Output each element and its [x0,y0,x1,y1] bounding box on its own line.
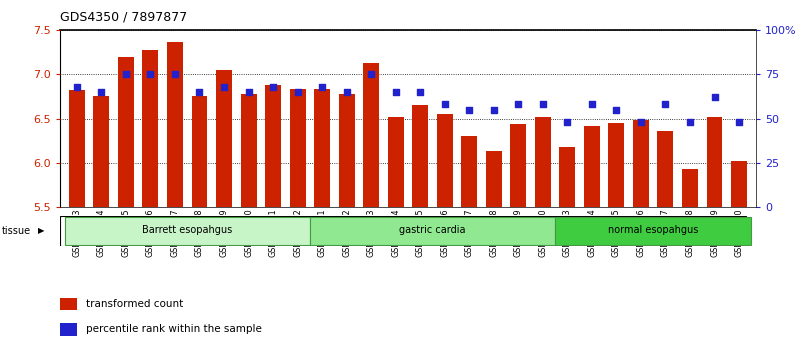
Bar [584,126,600,207]
Bar [437,114,453,207]
Point [365,72,377,77]
Bar [93,96,109,207]
Point [487,107,500,113]
Text: percentile rank within the sample: percentile rank within the sample [86,324,262,335]
Bar [510,124,526,207]
Point [439,102,451,107]
Point [316,84,329,90]
Bar [462,136,478,207]
Point [659,102,672,107]
Bar [633,120,649,207]
Point [291,89,304,95]
Bar [731,161,747,207]
Point [71,84,84,90]
Text: GDS4350 / 7897877: GDS4350 / 7897877 [60,11,187,24]
Bar [118,57,134,207]
Point [634,119,647,125]
Bar [314,89,330,207]
Text: tissue: tissue [2,226,31,236]
Bar [69,90,85,207]
Point [217,84,230,90]
Point [414,89,427,95]
Bar [216,70,232,207]
Point [119,72,132,77]
Text: ▶: ▶ [38,226,45,235]
Text: gastric cardia: gastric cardia [400,225,466,235]
Bar [338,94,354,207]
Bar [560,147,576,207]
Point [463,107,476,113]
Bar [240,94,256,207]
Bar [290,89,306,207]
Bar [265,85,281,207]
Bar [167,42,183,207]
Bar [363,63,379,207]
Point [708,95,721,100]
Bar [310,217,555,245]
Bar [142,50,158,207]
Bar [60,298,77,310]
Point [340,89,353,95]
Bar [555,217,751,245]
Point [144,72,157,77]
Text: transformed count: transformed count [86,299,183,309]
Point [732,119,745,125]
Point [169,72,181,77]
Bar [707,117,723,207]
Bar [60,323,77,336]
Bar [608,123,624,207]
Point [267,84,279,90]
Bar [682,169,698,207]
Point [389,89,402,95]
Point [537,102,549,107]
Bar [192,96,208,207]
Bar [657,131,673,207]
Point [193,89,206,95]
Point [561,119,574,125]
Bar [388,117,404,207]
Text: Barrett esopahgus: Barrett esopahgus [142,225,232,235]
Point [586,102,599,107]
Point [242,89,255,95]
Bar [412,105,428,207]
Text: normal esopahgus: normal esopahgus [608,225,698,235]
Point [610,107,622,113]
Bar [64,217,310,245]
Bar [535,117,551,207]
Point [512,102,525,107]
Bar [486,152,501,207]
Point [95,89,107,95]
Point [684,119,696,125]
